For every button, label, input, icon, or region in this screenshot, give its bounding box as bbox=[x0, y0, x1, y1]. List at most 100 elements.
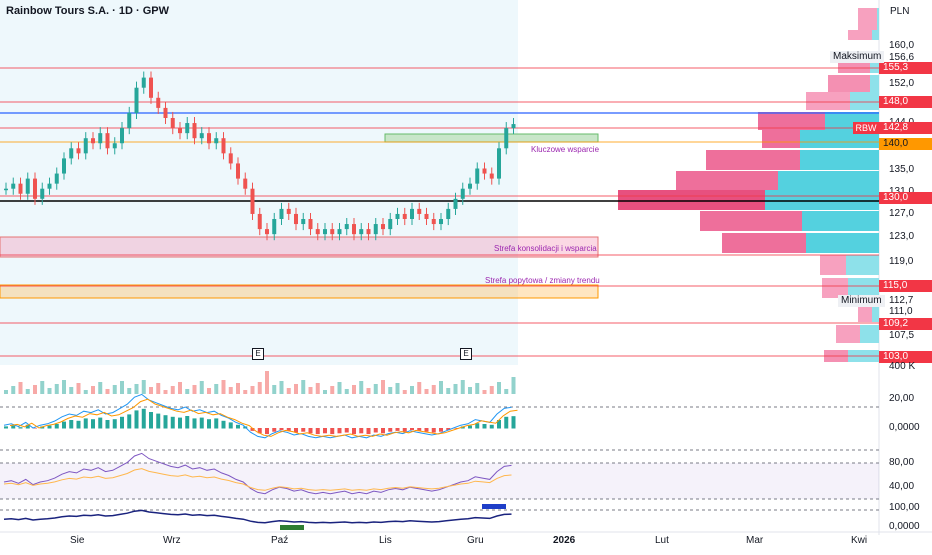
macd-histogram-bar bbox=[228, 422, 233, 429]
macd-histogram-bar bbox=[504, 416, 509, 429]
candle-body bbox=[62, 158, 66, 174]
volume-bar bbox=[127, 388, 132, 394]
macd-histogram-bar bbox=[105, 420, 110, 429]
volume-bar bbox=[228, 387, 233, 394]
volume-profile-bar-buy bbox=[806, 233, 879, 253]
earnings-marker[interactable]: E bbox=[252, 348, 264, 360]
candle-body bbox=[402, 213, 407, 219]
candle-body bbox=[33, 178, 37, 199]
candle-body bbox=[323, 229, 327, 235]
volume-profile-bar-buy bbox=[765, 190, 879, 210]
candle-body bbox=[265, 229, 269, 235]
macd-histogram-bar bbox=[446, 428, 451, 431]
candle-body bbox=[410, 208, 414, 219]
volume-bar bbox=[207, 388, 211, 394]
candle-body bbox=[134, 87, 139, 113]
volume-bar bbox=[301, 380, 306, 394]
volume-profile-bar-buy bbox=[877, 8, 879, 36]
macd-histogram-bar bbox=[337, 428, 342, 434]
volume-bar bbox=[156, 383, 161, 394]
candle-body bbox=[359, 229, 364, 235]
volume-bar bbox=[33, 385, 37, 394]
volume-bar bbox=[410, 386, 414, 394]
candle-body bbox=[373, 224, 378, 235]
macd-histogram-bar bbox=[424, 428, 429, 432]
macd-histogram-bar bbox=[257, 428, 262, 434]
volume-profile-bar-buy bbox=[778, 171, 879, 191]
volume-bar bbox=[424, 389, 429, 394]
time-tick: Lis bbox=[379, 535, 392, 546]
macd-histogram-bar bbox=[33, 428, 37, 429]
candle-body bbox=[460, 188, 465, 199]
volume-bar bbox=[62, 380, 66, 394]
candle-body bbox=[199, 133, 204, 139]
volume-bar bbox=[482, 390, 487, 394]
volume-bar bbox=[141, 380, 146, 394]
macd-histogram-bar bbox=[511, 416, 516, 429]
volume-bar bbox=[272, 385, 277, 394]
currency-label[interactable]: PLN bbox=[890, 6, 910, 17]
volume-bar bbox=[381, 380, 385, 394]
rsi-line bbox=[3, 452, 512, 495]
volume-bar bbox=[4, 390, 8, 394]
candle-body bbox=[178, 128, 182, 134]
macd-line bbox=[3, 393, 512, 439]
macd-histogram-bar bbox=[417, 428, 422, 431]
macd-histogram-bar bbox=[366, 428, 371, 435]
volume-bar bbox=[91, 386, 95, 394]
candle-body bbox=[192, 123, 197, 139]
candle-body bbox=[468, 183, 472, 189]
rsi-tick: 40,00 bbox=[889, 481, 915, 492]
candle-body bbox=[170, 118, 175, 129]
macd-histogram-bar bbox=[112, 419, 117, 429]
volume-bar bbox=[388, 387, 393, 394]
candle-body bbox=[417, 208, 422, 214]
macd-histogram-bar bbox=[286, 428, 291, 431]
macd-histogram-bar bbox=[76, 420, 81, 429]
volume-bar bbox=[69, 387, 74, 394]
candle-body bbox=[228, 153, 233, 164]
macd-histogram-bar bbox=[178, 417, 182, 429]
candle-body bbox=[337, 229, 342, 235]
consolidation-label: Strefa konsolidacji i wsparcia bbox=[494, 244, 597, 253]
price-tick: 111,0 bbox=[889, 306, 913, 317]
candle-body bbox=[511, 124, 516, 129]
volume-profile-bar-sell bbox=[858, 304, 872, 322]
volume-profile-bar-sell bbox=[806, 92, 850, 110]
price-tick: 107,5 bbox=[889, 330, 915, 341]
candle-body bbox=[330, 229, 335, 235]
time-tick: Lut bbox=[655, 535, 669, 546]
candle-body bbox=[112, 143, 117, 149]
volume-bar bbox=[315, 383, 320, 394]
candle-body bbox=[243, 178, 248, 189]
macd-histogram-bar bbox=[489, 424, 494, 429]
macd-histogram-bar bbox=[221, 420, 226, 429]
macd-tick: 0,0000 bbox=[889, 422, 920, 433]
macd-histogram-bar bbox=[62, 421, 66, 429]
candle-body bbox=[214, 138, 219, 144]
candle-body bbox=[366, 229, 371, 235]
candle-body bbox=[308, 219, 313, 230]
demand-zone bbox=[0, 284, 599, 299]
macd-histogram-bar bbox=[54, 424, 59, 429]
macd-histogram-bar bbox=[4, 426, 8, 429]
macd-histogram-bar bbox=[468, 425, 472, 429]
volume-bar bbox=[11, 386, 16, 394]
macd-histogram-bar bbox=[279, 428, 284, 431]
volume-bar bbox=[475, 383, 480, 394]
level-badge: 155,3 bbox=[879, 62, 932, 74]
volume-bar bbox=[294, 384, 298, 394]
macd-histogram-bar bbox=[373, 428, 378, 433]
macd-histogram-bar bbox=[344, 428, 349, 433]
volume-bar bbox=[214, 384, 219, 394]
volume-profile-bar-sell bbox=[822, 278, 848, 298]
volume-bar bbox=[25, 389, 30, 394]
macd-histogram-bar bbox=[475, 423, 480, 429]
volume-bar bbox=[163, 390, 168, 394]
volume-bar bbox=[120, 381, 124, 394]
volume-profile-bar-buy bbox=[872, 304, 879, 322]
earnings-marker[interactable]: E bbox=[460, 348, 472, 360]
candle-body bbox=[91, 138, 95, 144]
